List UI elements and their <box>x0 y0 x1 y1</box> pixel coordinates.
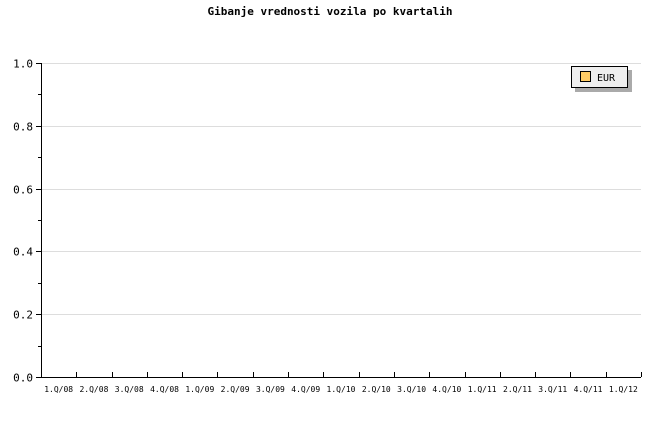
y-tick-label: 0.4 <box>13 246 33 259</box>
chart-title: Gibanje vrednosti vozila po kvartalih <box>207 5 452 18</box>
x-tick-label: 2.Q/11 <box>503 385 532 394</box>
x-tick-label: 3.Q/08 <box>115 385 144 394</box>
x-tick-label: 3.Q/11 <box>538 385 567 394</box>
x-tick-label: 4.Q/10 <box>432 385 461 394</box>
x-tick-label: 1.Q/11 <box>468 385 497 394</box>
x-tick-label: 2.Q/10 <box>362 385 391 394</box>
x-tick-label: 4.Q/11 <box>574 385 603 394</box>
y-tick-label: 0.2 <box>13 309 33 322</box>
x-tick-label: 1.Q/10 <box>327 385 356 394</box>
x-tick-label: 3.Q/09 <box>256 385 285 394</box>
x-tick-label: 1.Q/09 <box>185 385 214 394</box>
x-tick-label: 1.Q/08 <box>44 385 73 394</box>
x-tick-label: 2.Q/09 <box>221 385 250 394</box>
x-tick-label: 3.Q/10 <box>397 385 426 394</box>
y-tick-label: 0.0 <box>13 372 33 385</box>
x-tick-label: 2.Q/08 <box>79 385 108 394</box>
x-tick-label: 1.Q/12 <box>609 385 638 394</box>
x-tick-label: 4.Q/09 <box>291 385 320 394</box>
y-tick-label: 1.0 <box>13 58 33 71</box>
y-tick-label: 0.8 <box>13 121 33 134</box>
legend: EUR <box>571 66 632 92</box>
legend-swatch-eur <box>580 71 591 82</box>
y-tick-label: 0.6 <box>13 184 33 197</box>
legend-label-eur: EUR <box>597 73 616 84</box>
x-tick-label: 4.Q/08 <box>150 385 179 394</box>
